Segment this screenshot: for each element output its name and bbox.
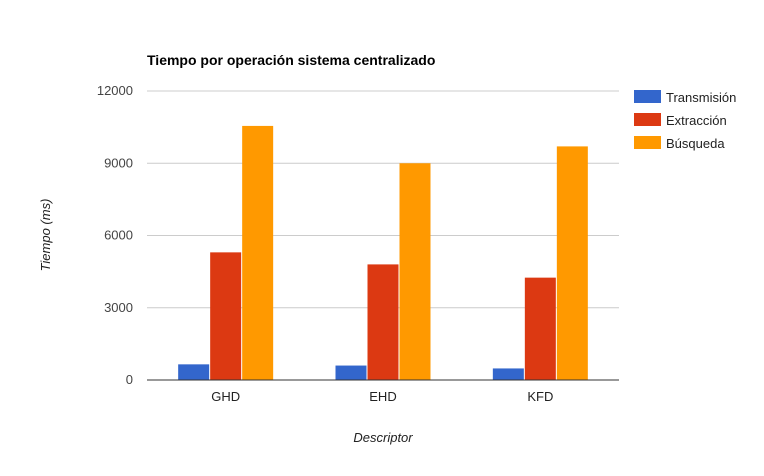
y-tick-label: 6000 bbox=[104, 228, 133, 243]
x-tick-label: EHD bbox=[369, 389, 396, 404]
bar-kfd-series-3 bbox=[556, 146, 588, 380]
legend-label: Transmisión bbox=[666, 90, 736, 105]
bars bbox=[178, 125, 588, 380]
y-tick-label: 9000 bbox=[104, 155, 133, 170]
y-tick-label: 12000 bbox=[97, 83, 133, 98]
x-axis-tick-labels: GHD EHD KFD bbox=[211, 389, 553, 404]
y-axis-tick-labels: 0 3000 6000 9000 12000 bbox=[97, 83, 133, 387]
x-axis-label: Descriptor bbox=[353, 430, 413, 445]
bar-ehd-series-2 bbox=[367, 264, 399, 380]
x-tick-label: GHD bbox=[211, 389, 240, 404]
bar-ghd-series-3 bbox=[242, 125, 274, 380]
legend: Transmisión Extracción Búsqueda bbox=[634, 90, 736, 151]
bar-kfd-series-1 bbox=[492, 368, 524, 380]
bar-ehd-series-1 bbox=[335, 365, 367, 380]
bar-ghd-series-2 bbox=[210, 252, 242, 380]
y-tick-label: 3000 bbox=[104, 300, 133, 315]
bar-kfd-series-2 bbox=[524, 277, 556, 380]
x-tick-label: KFD bbox=[527, 389, 553, 404]
y-axis-label: Tiempo (ms) bbox=[38, 199, 53, 272]
legend-label: Extracción bbox=[666, 113, 727, 128]
chart-title: Tiempo por operación sistema centralizad… bbox=[147, 52, 435, 68]
bar-ehd-series-3 bbox=[399, 163, 431, 380]
legend-swatch bbox=[634, 113, 661, 126]
legend-swatch bbox=[634, 90, 661, 103]
legend-label: Búsqueda bbox=[666, 136, 725, 151]
bar-ghd-series-1 bbox=[178, 364, 210, 380]
y-tick-label: 0 bbox=[126, 372, 133, 387]
legend-swatch bbox=[634, 136, 661, 149]
